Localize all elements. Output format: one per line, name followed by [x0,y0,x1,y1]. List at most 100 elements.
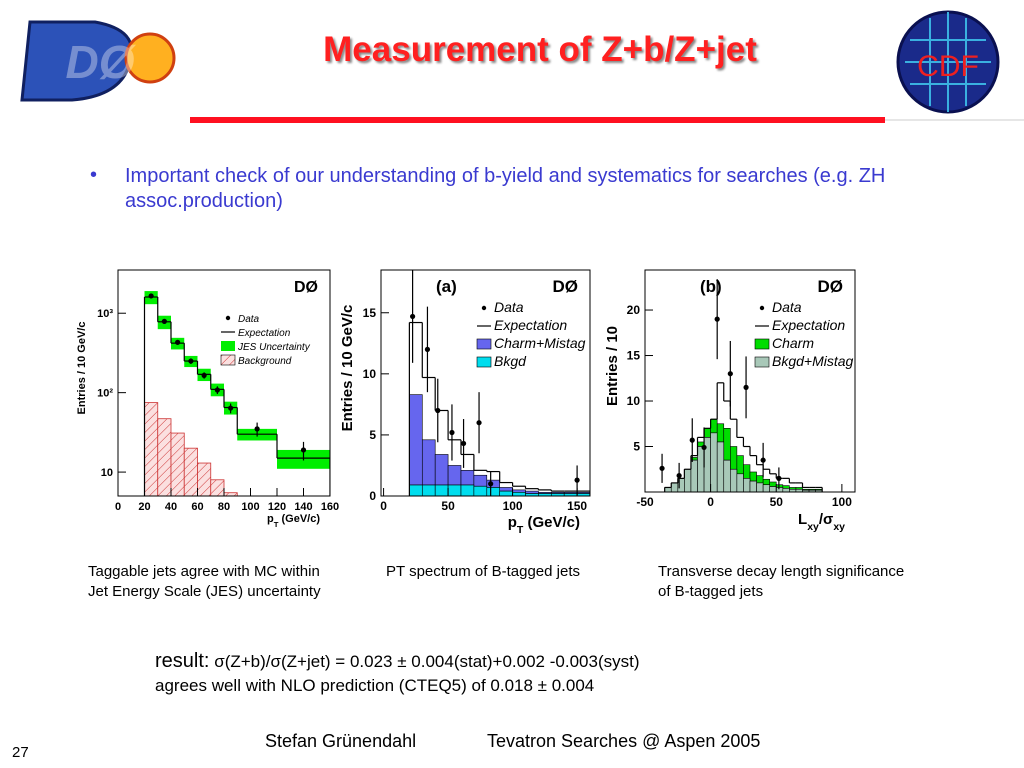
footer-author: Stefan Grünendahl [265,731,417,751]
data-point [776,475,782,481]
stacked-bar [716,441,725,492]
stacked-bar [664,487,672,492]
data-point [201,372,207,378]
x-tick-label: 0 [707,495,714,509]
panel-label: (a) [436,277,457,296]
data-point [300,447,307,453]
legend-label: Charm [772,335,814,351]
experiment-label: DØ [553,277,579,296]
stacked-bar [421,439,436,486]
x-tick-label: 150 [567,499,587,513]
y-axis-label: Entries / 10 GeV/c [339,305,356,432]
bullet-text: Important check of our understanding of … [125,165,886,212]
x-axis-label: Lxy/σxy [798,511,845,533]
y-axis-label: Entries / 10 GeV/c [76,322,88,415]
x-tick-label: 50 [441,499,455,513]
stacked-bar [730,468,738,492]
stacked-bar [736,473,744,492]
plot-frame [644,269,856,493]
x-tick-label: 0 [380,499,387,513]
data-point [760,457,766,463]
data-point [175,339,181,345]
data-point [254,426,260,432]
data-point [676,473,682,479]
caption: Transverse decay length significance of … [658,563,905,600]
stacked-bar [512,492,526,496]
legend-marker [225,315,231,321]
stacked-bar [690,459,698,492]
hatched-bar [157,418,172,496]
stacked-bar [710,432,718,492]
legend-label: Bkgd [494,353,527,369]
logo-text: CDF [917,50,979,83]
plot-area [143,291,330,496]
stacked-bar [716,423,725,443]
x-tick-label: 80 [218,501,230,513]
legend-marker [221,341,235,351]
stacked-bar [409,484,423,496]
stacked-bar [447,484,462,496]
stacked-bar [499,487,513,492]
data-point [743,384,749,390]
data-point [161,318,167,324]
x-tick-label: 140 [294,501,312,513]
x-axis-label-part: (GeV/c) [278,513,320,525]
stacked-bar [473,474,488,487]
legend-label: Bkgd+Mistag [772,353,854,369]
legend-label: Charm+Mistag [494,335,586,351]
left-logo: DØ [20,20,176,102]
experiment-label: DØ [818,277,844,296]
histogram-chart: 5 10 15 20 -50 0 50 100 Entries / 10 Lxy/σxy DØ (b)… [604,264,863,533]
x-tick-label: 40 [165,501,177,513]
histogram-chart: 10 10² 10³ 0 20 40 60 80 100 120 140 160 Entries / 1… [76,264,339,529]
stacked-bar [782,488,790,492]
x-axis-label-part: p [508,514,517,531]
legend-label: Expectation [772,317,845,333]
stacked-bar [743,478,751,492]
legend-label: Data [238,314,260,325]
bullet-marker: • [90,164,98,186]
stacked-bar [421,484,436,496]
legend-label: Data [772,299,802,315]
x-tick-label: 160 [321,501,339,513]
stacked-bar [756,475,764,484]
x-axis-label-part: xy [833,521,845,533]
stacked-bar [743,464,751,479]
y-tick-label: 15 [363,306,377,320]
data-point [188,358,194,364]
logo-burst [124,32,176,84]
legend-label: Expectation [494,317,567,333]
right-logo: CDF [896,10,1000,114]
stacked-bar [769,486,777,492]
x-tick-label: 120 [268,501,286,513]
stacked-bar [473,485,488,496]
stacked-bar [434,454,449,486]
x-axis-label-part: /σ [819,511,833,528]
data-point [488,481,494,487]
plot-area [408,270,590,496]
legend-label: Background [238,356,292,367]
stacked-bar [499,490,513,496]
stacked-bar [762,478,770,486]
stacked-bar [703,428,711,438]
page-number: 27 [12,744,29,761]
stacked-bar [486,487,500,496]
legend-marker [754,356,770,368]
data-point [410,313,416,320]
legend-label: Expectation [238,328,291,339]
stacked-bar [460,470,475,486]
y-tick-label: 15 [627,349,641,363]
legend-marker [220,354,236,366]
y-tick-label: 10² [97,388,113,400]
result-label: result: [155,650,210,672]
y-tick-label: 20 [627,303,641,317]
x-tick-label: -50 [636,495,654,509]
y-tick-label: 10 [627,394,641,408]
hatched-bar [144,402,159,496]
legend-marker [481,305,487,311]
y-tick-label: 5 [633,440,640,454]
hatched-bar [170,432,185,496]
plot-area [659,279,823,492]
data-point [574,477,580,483]
